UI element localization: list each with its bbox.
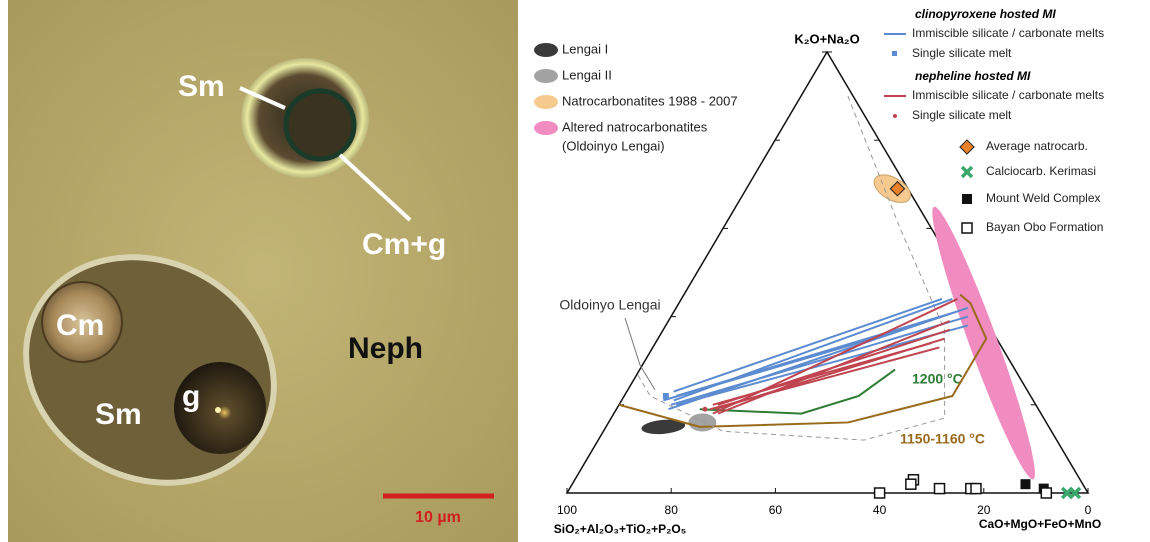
micrograph-label: g [182,380,200,413]
legend-label: Single silicate melt [912,46,1012,60]
micrograph-label: Sm [95,398,142,431]
legend-swatch [962,194,972,204]
legend-swatch [534,95,558,109]
apex-label: SiO₂+Al₂O₃+TiO₂+P₂O₅ [554,522,687,536]
leader-line [239,86,286,110]
marker [1040,487,1053,499]
legend-swatch [534,43,558,57]
legend-swatch [961,222,973,234]
x-tick-label: 80 [665,503,679,517]
tie-line [712,298,958,415]
legend-swatch [534,121,558,135]
legend-label: Lengai I [562,41,608,56]
micrograph-label: Cm+g [362,228,446,261]
tie-line [709,346,940,411]
x-tick-label: 20 [977,503,991,517]
field [688,413,717,432]
micrograph-label: Neph [348,332,423,365]
carbonate-melt [41,281,123,363]
legend-swatch [960,165,974,179]
legend-label: Calciocarb. Kerimasi [986,164,1096,178]
marker [970,482,982,495]
legend-header: nepheline hosted MI [915,69,1031,83]
legend-label: Single silicate melt [912,108,1012,122]
legend-swatch [534,69,558,83]
micrograph-label: Sm [178,70,225,103]
curve-label: 1150-1160 °C [900,431,985,447]
apex-label: K₂O+Na₂O [794,31,859,46]
marker [1068,486,1082,500]
x-tick-label: 0 [1085,503,1092,517]
field [641,419,686,435]
scale-bar-label: 10 µm [415,509,461,526]
legend-swatch [893,114,897,118]
legend-label: Immiscible silicate / carbonate melts [912,26,1104,40]
tie-line [670,315,969,406]
legend-label: (Oldoinyo Lengai) [562,138,665,153]
marker [873,487,886,499]
x-tick-label: 60 [769,503,783,517]
x-tick-label: 100 [557,503,577,517]
tie-line [712,342,932,406]
legend-swatch [959,139,975,155]
marker [933,482,946,495]
tie-line [673,298,943,393]
bubble-highlight [215,407,221,413]
tie-line [668,306,969,411]
legend-label: Lengai II [562,67,612,82]
curve [636,95,946,441]
legend-swatch [892,51,897,56]
small-inclusion-core [283,88,357,162]
curve-label: Oldoinyo Lengai [559,297,660,313]
tie-line [717,320,951,415]
micrograph: Sm Cm+g Cm Sm g Neph 10 µm [8,0,518,542]
single-melt [662,392,669,399]
legend-label: Natrocarbonatites 1988 - 2007 [562,93,738,108]
curve [618,293,988,428]
legend-label: Immiscible silicate / carbonate melts [912,88,1104,102]
leader-line [338,153,412,222]
legend-header: clinopyroxene hosted MI [915,7,1056,21]
micrograph-label: Cm [56,309,104,342]
legend-label: Bayan Obo Formation [986,220,1103,234]
tie-line [662,328,904,402]
curve [699,368,896,415]
apex-label: CaO+MgO+FeO+MnO [979,517,1101,531]
legend-label: Altered natrocarbonatites [562,119,708,134]
marker [889,180,906,197]
curve-label: 1200 °C [912,371,963,387]
single-melt [702,406,708,412]
legend-label: Mount Weld Complex [986,191,1101,205]
marker [1020,479,1031,490]
leader-line [624,317,656,391]
legend-label: Average natrocarb. [986,139,1088,153]
marker [905,478,917,490]
x-tick-label: 40 [873,503,887,517]
